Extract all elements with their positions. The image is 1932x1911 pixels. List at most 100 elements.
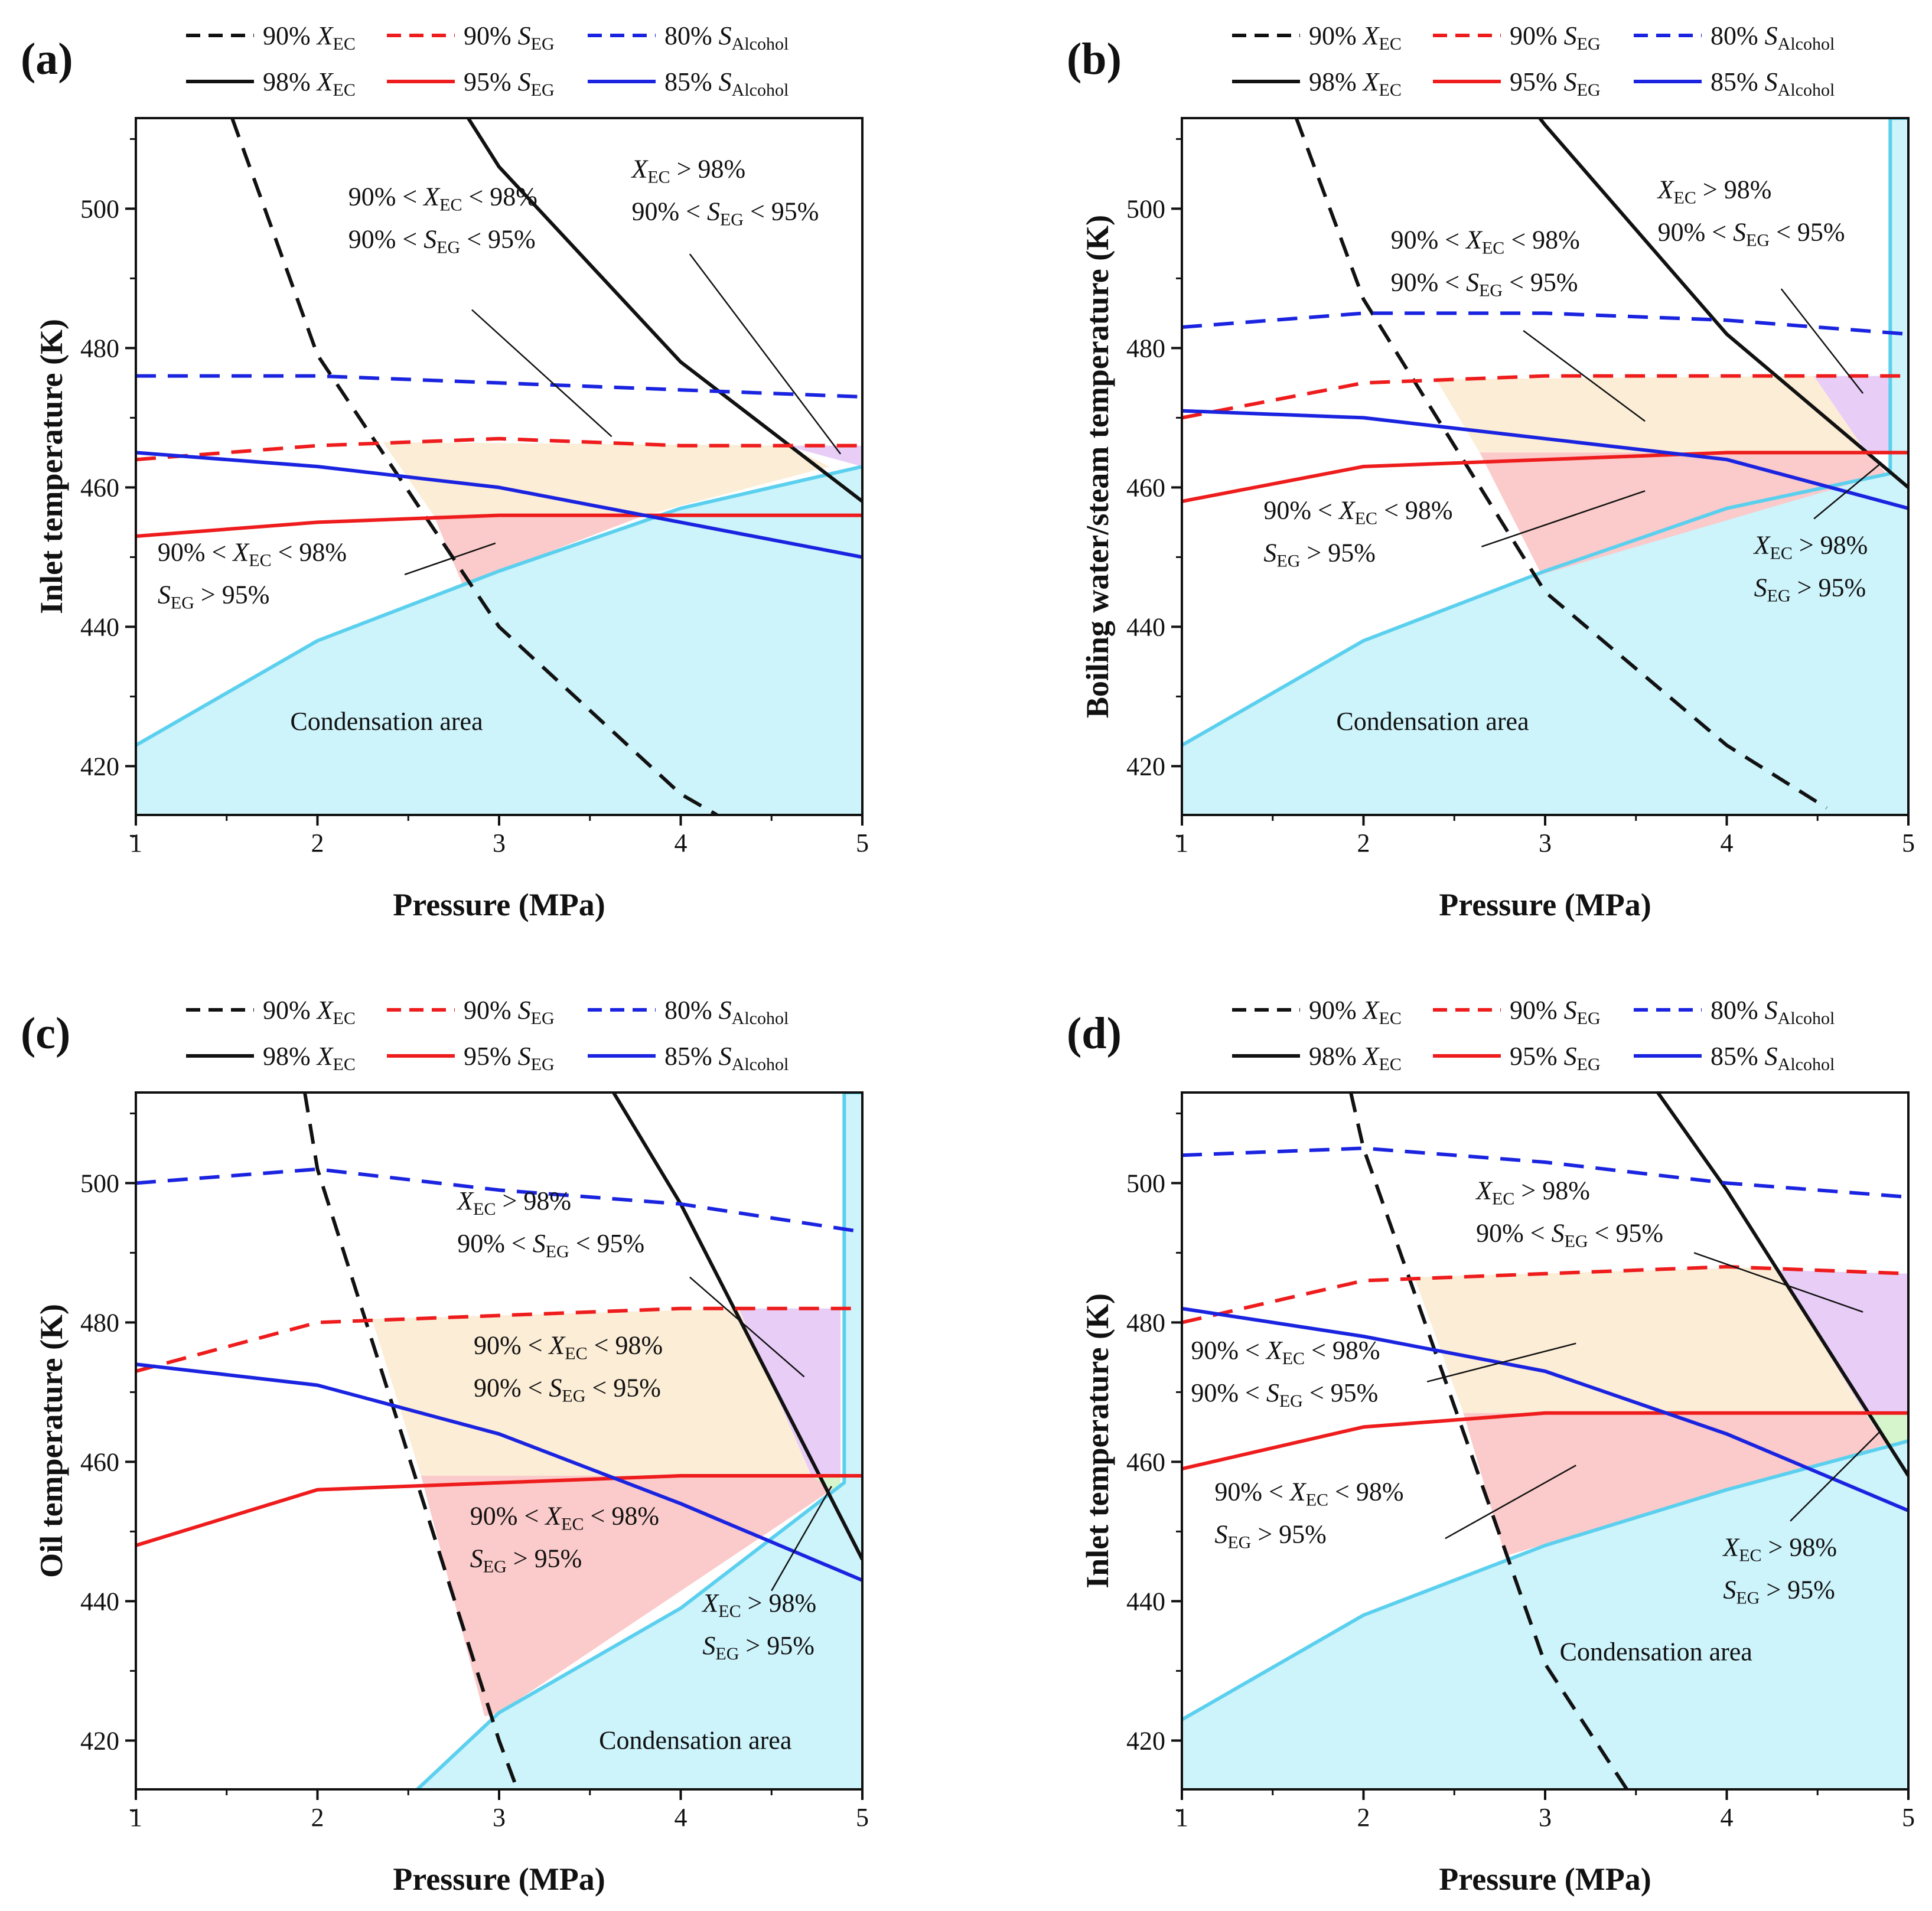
legend-entry: 90% SEG — [464, 21, 555, 54]
region-orange — [1414, 1267, 1865, 1413]
condensation-boundary-line — [1182, 118, 1908, 747]
annotation-text: 90% < XEC < 98% — [1391, 226, 1580, 258]
annotation-leader-line — [404, 542, 496, 576]
x-tick-label: 2 — [311, 829, 324, 857]
legend-entry: 90% XEC — [1309, 996, 1402, 1028]
annotation-text: 90% < SEG < 95% — [457, 1229, 644, 1261]
legend: 90% XEC 90% SEG 80% SAlcohol 98% XEC 95% SEG… — [1232, 996, 1835, 1074]
region-red — [421, 1476, 837, 1717]
annotation-leader-line — [689, 1276, 805, 1378]
x-tick-label: 3 — [493, 829, 506, 857]
y-axis-label: Inlet temperature (K) — [1080, 1293, 1115, 1589]
y-axis-label: Inlet temperature (K) — [34, 319, 69, 614]
condensation-area — [1182, 1441, 1908, 1789]
annotation-text: XEC > 98% — [1753, 531, 1868, 563]
y-tick-label: 440 — [1126, 1587, 1165, 1616]
annotation-text: XEC > 98% — [1475, 1176, 1590, 1209]
legend-entry: 98% XEC — [1309, 67, 1402, 100]
panel-d: 1 2 3 4 5 420 440 460 480 500 Pressure (MPa) Inlet … — [1067, 996, 1915, 1897]
annotation-text: Condensation area — [599, 1726, 791, 1755]
annotation-text: 90% < XEC < 98% — [1191, 1336, 1380, 1368]
series-line — [136, 374, 862, 399]
x-tick-label: 5 — [856, 829, 869, 857]
plot-area — [1182, 118, 1908, 815]
annotation-text: 90% < XEC < 98% — [474, 1331, 663, 1364]
y-tick-label: 440 — [80, 1587, 119, 1616]
y-tick-label: 460 — [80, 1447, 119, 1476]
panel-c: 1 2 3 4 5 420 440 460 480 500 Pressure (MPa) Oil te… — [21, 996, 869, 1897]
y-tick-label: 460 — [1126, 473, 1165, 502]
annotation-text: 90% < SEG < 95% — [348, 225, 536, 257]
x-tick-label: 5 — [1902, 829, 1915, 857]
x-tick-label: 4 — [1721, 829, 1734, 857]
annotation-text: XEC > 98% — [1657, 175, 1772, 208]
region-red — [434, 515, 644, 585]
panel-label: (b) — [1067, 34, 1122, 84]
annotation-leader-line — [1693, 1252, 1863, 1313]
panel-b: 1 2 3 4 5 420 440 460 480 500 Pressure (MPa) Boilin… — [1067, 21, 1915, 922]
legend: 90% XEC 90% SEG 80% SAlcohol 98% XEC 95% SEG… — [186, 996, 789, 1074]
y-tick-label: 420 — [80, 752, 119, 781]
y-tick-label: 480 — [1126, 1308, 1165, 1337]
annotation-text: 90% < XEC < 98% — [470, 1502, 659, 1534]
x-axis-label: Pressure (MPa) — [1439, 887, 1651, 922]
y-tick-label: 500 — [1126, 194, 1165, 223]
legend-entry: 90% SEG — [1510, 21, 1601, 54]
annotation-text: 90% < SEG < 95% — [1658, 218, 1845, 250]
annotation-text: SEG > 95% — [1214, 1519, 1326, 1552]
legend-entry: 80% SAlcohol — [1711, 996, 1835, 1028]
annotation-leader-line — [771, 1486, 832, 1592]
plot-area — [1182, 1093, 1908, 1789]
annotation-text: SEG > 95% — [158, 580, 269, 612]
legend: 90% XEC 90% SEG 80% SAlcohol 98% XEC 95% SEG… — [1232, 21, 1835, 100]
panel-label: (a) — [21, 34, 73, 84]
y-tick-label: 440 — [1126, 612, 1165, 641]
series-line — [136, 1362, 862, 1582]
legend-entry: 95% SEG — [464, 1042, 555, 1074]
series-line — [1294, 118, 1828, 810]
x-tick-label: 4 — [1721, 1803, 1734, 1832]
region-red — [1463, 1413, 1887, 1556]
y-tick-label: 420 — [80, 1726, 119, 1755]
legend-entry: 80% SAlcohol — [664, 996, 789, 1028]
y-tick-label: 460 — [80, 473, 119, 502]
annotation-leader-line — [471, 309, 612, 438]
legend-entry: 85% SAlcohol — [664, 1042, 789, 1074]
x-tick-label: 1 — [1175, 1803, 1188, 1832]
annotation-text: XEC > 98% — [630, 154, 745, 187]
series-line — [1182, 451, 1908, 503]
condensation-area — [417, 1093, 862, 1789]
y-axis-label: Boiling water/steam temperature (K) — [1080, 215, 1115, 718]
annotation-text: 90% < SEG < 95% — [474, 1374, 661, 1406]
annotation-text: SEG > 95% — [470, 1544, 582, 1577]
y-tick-label: 420 — [1126, 752, 1165, 781]
series-line — [1349, 1093, 1628, 1789]
region-purple — [786, 445, 862, 467]
legend: 90% XEC 90% SEG 80% SAlcohol 98% XEC 95% SEG… — [186, 21, 789, 100]
x-tick-label: 3 — [1539, 829, 1552, 857]
series-line — [1182, 1146, 1908, 1199]
condensation-boundary-line — [416, 1093, 862, 1789]
legend-entry: 90% XEC — [263, 21, 356, 54]
legend-entry: 85% SAlcohol — [1711, 1042, 1835, 1074]
series-line — [1182, 374, 1908, 420]
x-tick-label: 2 — [1357, 829, 1370, 857]
annotation-text: SEG > 95% — [1754, 573, 1866, 606]
annotation-text: Condensation area — [1336, 707, 1529, 736]
series-line — [136, 1306, 862, 1373]
panel-a: 1 2 3 4 5 420 440 460 480 500 Pressure (MPa) Inlet … — [21, 21, 869, 922]
x-tick-label: 1 — [1175, 829, 1188, 857]
condensation-boundary-line — [136, 465, 862, 747]
series-line — [136, 513, 862, 538]
legend-entry: 98% XEC — [263, 67, 356, 100]
x-tick-label: 4 — [675, 829, 688, 857]
legend-entry: 90% XEC — [263, 996, 356, 1028]
annotation-text: SEG > 95% — [702, 1631, 814, 1664]
region-green — [811, 1476, 841, 1490]
annotation-leader-line — [1813, 462, 1882, 520]
y-tick-label: 440 — [80, 612, 119, 641]
annotation-text: SEG > 95% — [1723, 1576, 1835, 1608]
series-line — [1656, 1093, 1908, 1477]
annotation-text: XEC > 98% — [1722, 1533, 1837, 1566]
x-tick-label: 4 — [675, 1803, 688, 1832]
